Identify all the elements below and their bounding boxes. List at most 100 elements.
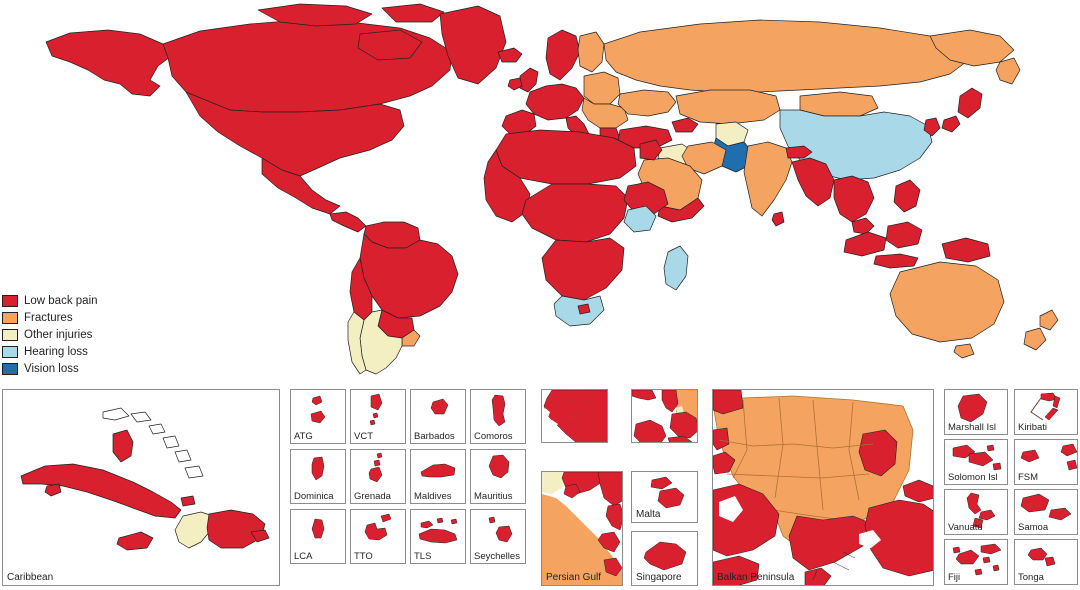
inset-label-fiji: Fiji bbox=[948, 572, 961, 583]
region-png bbox=[941, 237, 991, 263]
legend-swatch-vision-loss bbox=[2, 363, 18, 375]
inset-grenada: Grenada bbox=[350, 449, 406, 504]
island-bahamas-chain1 bbox=[130, 411, 152, 423]
legend-swatch-fractures bbox=[2, 312, 18, 324]
inset-comoros: Comoros bbox=[470, 389, 526, 444]
legend-swatch-hearing-loss bbox=[2, 346, 18, 358]
island-cayman bbox=[180, 495, 196, 507]
inset-label-marshall-isl: Marshall Isl bbox=[948, 422, 997, 433]
inset-kiribati: Kiribati bbox=[1014, 389, 1078, 435]
region-sri-lanka bbox=[771, 211, 785, 227]
inset-label-fsm: FSM bbox=[1018, 472, 1039, 483]
inset-label-persian-gulf: Persian Gulf bbox=[546, 572, 602, 583]
region-kenya bbox=[623, 205, 657, 233]
inset-panel-strip: Caribbean ATG VCT Barbados Comoros D bbox=[0, 385, 1080, 590]
region-borneo bbox=[885, 221, 923, 249]
island-bahamas-chain2 bbox=[148, 423, 166, 435]
inset-balkan-peninsula: Balkan Peninsula bbox=[712, 389, 934, 586]
inset-label-singapore: Singapore bbox=[636, 572, 682, 583]
region-iran bbox=[681, 141, 727, 175]
region-ukraine-belarus bbox=[617, 89, 677, 117]
inset-fsm: FSM bbox=[1014, 439, 1078, 485]
region-lesotho bbox=[577, 303, 591, 315]
legend-item-vision-loss: Vision loss bbox=[2, 361, 152, 377]
inset-label-barbados: Barbados bbox=[414, 431, 455, 442]
inset-marshall-isl: Marshall Isl bbox=[944, 389, 1008, 435]
region-madagascar bbox=[663, 245, 689, 291]
inset-lca: LCA bbox=[290, 509, 346, 564]
island-dominican-republic bbox=[206, 509, 266, 549]
region-central-africa bbox=[521, 183, 629, 243]
region-ireland bbox=[507, 77, 523, 91]
region-mexico bbox=[261, 157, 341, 215]
region-indochina bbox=[833, 175, 875, 223]
inset-label-tonga: Tonga bbox=[1018, 572, 1044, 583]
region-alaska bbox=[45, 29, 171, 97]
region-philippines bbox=[893, 179, 921, 213]
region-indonesia-java bbox=[873, 253, 919, 269]
region-uk bbox=[519, 67, 539, 93]
region-greenland bbox=[439, 5, 507, 85]
region-india bbox=[743, 141, 793, 217]
legend-item-hearing-loss: Hearing loss bbox=[2, 344, 152, 360]
region-indonesia-sumatra bbox=[843, 231, 887, 257]
legend-item-fractures: Fractures bbox=[2, 310, 152, 326]
inset-label-balkan-peninsula: Balkan Peninsula bbox=[717, 572, 795, 583]
region-arctic-island-b bbox=[381, 3, 445, 23]
region-japan bbox=[957, 87, 983, 119]
inset-dominica: Dominica bbox=[290, 449, 346, 504]
region-tasmania bbox=[953, 343, 975, 359]
inset-label-grenada: Grenada bbox=[354, 491, 391, 502]
inset-barbados: Barbados bbox=[410, 389, 466, 444]
inset-label-atg: ATG bbox=[294, 431, 313, 442]
region-new-zealand-north bbox=[1039, 309, 1059, 331]
inset-eastern-mediterranean: Eastern Mediterranean bbox=[631, 389, 698, 443]
inset-label-samoa: Samoa bbox=[1018, 522, 1049, 533]
region-yemen-oman bbox=[657, 197, 705, 223]
island-bahamas-chain5 bbox=[184, 465, 204, 479]
region-bangladesh-myanmar bbox=[791, 157, 835, 207]
island-jamaica bbox=[116, 531, 154, 551]
legend-label-low-back-pain: Low back pain bbox=[24, 295, 98, 307]
island-haiti bbox=[174, 511, 214, 549]
inset-label-tls: TLS bbox=[414, 551, 432, 562]
region-horn-of-africa bbox=[623, 181, 669, 215]
region-central-america bbox=[329, 211, 367, 233]
inset-label-tto: TTO bbox=[354, 551, 373, 562]
inset-label-mauritius: Mauritius bbox=[474, 491, 513, 502]
region-levant bbox=[639, 139, 663, 161]
inset-label-comoros: Comoros bbox=[474, 431, 513, 442]
inset-tls: TLS bbox=[410, 509, 466, 564]
region-finland bbox=[577, 31, 605, 73]
inset-label-dominica: Dominica bbox=[294, 491, 334, 502]
inset-label-caribbean: Caribbean bbox=[7, 572, 54, 583]
legend-item-other-injuries: Other injuries bbox=[2, 327, 152, 343]
inset-persian-gulf: Persian Gulf bbox=[541, 471, 623, 586]
region-iberia bbox=[501, 109, 537, 135]
inset-label-vanuatu: Vanuatu bbox=[948, 522, 983, 533]
legend-label-fractures: Fractures bbox=[24, 312, 73, 324]
region-nepal-bhutan bbox=[785, 145, 813, 159]
region-brazil-amazon bbox=[359, 233, 459, 319]
region-canada bbox=[162, 19, 453, 113]
region-malaysia bbox=[851, 217, 875, 235]
region-australia bbox=[889, 261, 1005, 343]
legend-swatch-other-injuries bbox=[2, 329, 18, 341]
inset-label-kiribati: Kiribati bbox=[1018, 422, 1048, 433]
inset-label-vct: VCT bbox=[354, 431, 373, 442]
inset-vanuatu: Vanuatu bbox=[944, 489, 1008, 535]
region-baffin bbox=[357, 29, 423, 61]
inset-malta: Malta bbox=[631, 471, 698, 523]
region-west-africa bbox=[483, 149, 531, 223]
inset-fiji: Fiji bbox=[944, 539, 1008, 585]
island-puerto-rico bbox=[250, 529, 270, 543]
legend-label-vision-loss: Vision loss bbox=[24, 363, 79, 375]
legend-swatch-low-back-pain bbox=[2, 295, 18, 307]
inset-samoa: Samoa bbox=[1014, 489, 1078, 535]
region-kamchatka bbox=[995, 57, 1021, 85]
island-bahamas-n bbox=[102, 407, 130, 421]
inset-atg: ATG bbox=[290, 389, 346, 444]
region-japan-south bbox=[941, 115, 961, 133]
region-mongolia bbox=[799, 91, 879, 117]
region-kazakhstan bbox=[675, 89, 781, 125]
